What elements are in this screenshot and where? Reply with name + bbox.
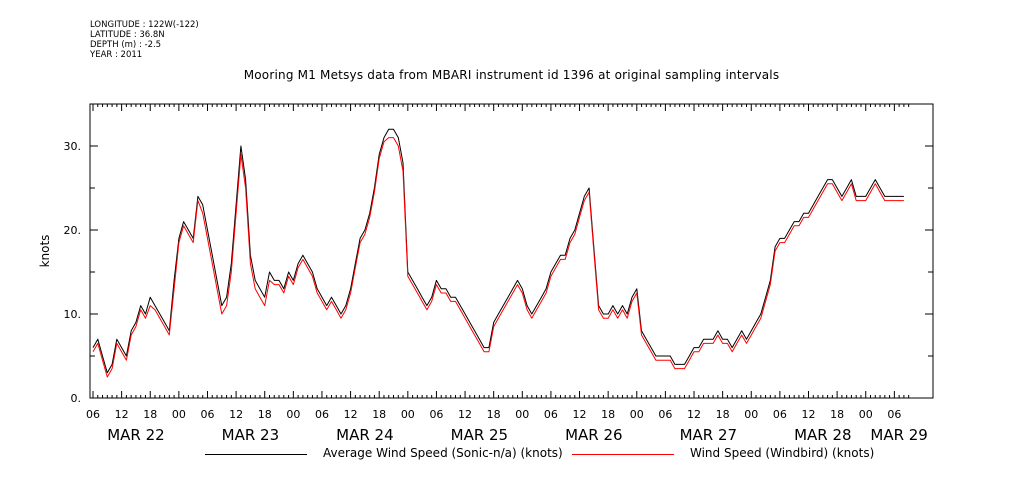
x-day-label: MAR 28 — [794, 426, 851, 444]
x-hour-tick-label: 18 — [372, 408, 386, 421]
legend-label-windbird-speed: Wind Speed (Windbird) (knots) — [690, 446, 875, 460]
x-hour-tick-label: 06 — [315, 408, 329, 421]
x-hour-tick-label: 18 — [143, 408, 157, 421]
station-metadata: LONGITUDE : 122W(-122) LATITUDE : 36.8N … — [90, 20, 199, 60]
x-day-label: MAR 25 — [451, 426, 508, 444]
x-day-label: MAR 24 — [336, 426, 393, 444]
series-line-average-wind-speed — [92, 128, 904, 374]
x-hour-tick-label: 18 — [716, 408, 730, 421]
x-hour-tick-label: 06 — [887, 408, 901, 421]
depth-label: DEPTH (m) : -2.5 — [90, 40, 162, 50]
latitude-label: LATITUDE : 36.8N — [90, 30, 165, 40]
series-group — [92, 128, 904, 378]
legend-swatch-windbird-speed — [572, 454, 674, 455]
x-hour-tick-label: 00 — [401, 408, 415, 421]
x-day-label: MAR 27 — [680, 426, 737, 444]
series-line-windbird-speed — [92, 137, 904, 378]
chart-title: Mooring M1 Metsys data from MBARI instru… — [243, 68, 780, 82]
x-hour-tick-label: 06 — [200, 408, 214, 421]
legend-label-average-wind-speed: Average Wind Speed (Sonic-n/a) (knots) — [323, 446, 563, 460]
year-label: YEAR : 2011 — [90, 50, 143, 60]
x-hour-tick-label: 18 — [487, 408, 501, 421]
x-hour-tick-label: 12 — [229, 408, 243, 421]
x-hour-tick-label: 00 — [172, 408, 186, 421]
x-hour-tick-label: 06 — [544, 408, 558, 421]
legend-swatch-average-wind-speed — [205, 454, 307, 455]
y-tick-label: 20. — [64, 224, 82, 237]
x-hour-tick-label: 00 — [286, 408, 300, 421]
y-tick-label: 10. — [64, 308, 82, 321]
x-hour-tick-label: 00 — [744, 408, 758, 421]
x-hour-tick-label: 06 — [429, 408, 443, 421]
y-tick-label: 0. — [71, 392, 82, 405]
x-hour-tick-label: 06 — [86, 408, 100, 421]
x-hour-tick-label: 18 — [830, 408, 844, 421]
x-hour-tick-label: 12 — [344, 408, 358, 421]
x-hour-tick-label: 06 — [773, 408, 787, 421]
legend: Average Wind Speed (Sonic-n/a) (knots) W… — [0, 446, 1009, 464]
x-hour-tick-label: 00 — [630, 408, 644, 421]
x-hour-tick-label: 18 — [601, 408, 615, 421]
y-axis-ticks: 0. 10. 20. 30. — [64, 103, 933, 405]
x-day-label: MAR 29 — [870, 426, 927, 444]
x-hour-tick-label: 12 — [458, 408, 472, 421]
x-hour-tick-label: 00 — [859, 408, 873, 421]
x-axis-ticks: 06 12 18 00 06 12 18 00 06 12 18 00 06 12 18 00 06 12 18 00… — [86, 104, 928, 444]
x-hour-tick-label: 12 — [687, 408, 701, 421]
x-hour-tick-label: 18 — [258, 408, 272, 421]
x-hour-tick-label: 00 — [515, 408, 529, 421]
plot-frame — [89, 103, 934, 399]
x-hour-tick-label: 12 — [573, 408, 587, 421]
x-day-label: MAR 22 — [107, 426, 164, 444]
x-hour-tick-label: 12 — [115, 408, 129, 421]
x-day-label: MAR 26 — [565, 426, 622, 444]
x-hour-tick-label: 06 — [658, 408, 672, 421]
y-tick-label: 30. — [64, 140, 82, 153]
longitude-label: LONGITUDE : 122W(-122) — [90, 20, 199, 30]
x-hour-tick-label: 12 — [802, 408, 816, 421]
y-axis-label: knots — [38, 235, 52, 268]
x-day-label: MAR 23 — [222, 426, 279, 444]
